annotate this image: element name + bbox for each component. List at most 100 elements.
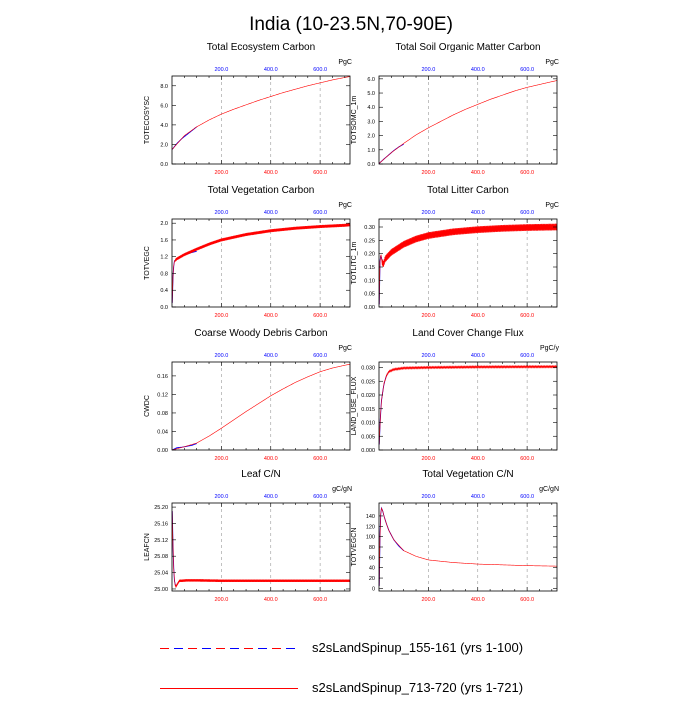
series-line-run2 [172, 364, 351, 451]
x-tick-label-top: 600.0 [520, 353, 534, 359]
y-tick-label: 0.15 [364, 265, 375, 271]
y-tick-label: 1.2 [160, 255, 168, 261]
series-line-run1 [171, 511, 197, 588]
y-tick-label: 0.015 [361, 407, 375, 413]
y-tick-label: 3.0 [367, 119, 375, 125]
panel-title: Leaf C/N [241, 469, 280, 480]
series-line-run2 [378, 223, 558, 305]
y-tick-label: 0.05 [364, 292, 375, 298]
y-tick-label: 0.025 [361, 379, 375, 385]
y-tick-label: 120 [366, 524, 375, 530]
x-tick-label-top: 400.0 [471, 353, 485, 359]
panel-5: Coarse Woody Debris Carbon PgC 200.0 200.0 4… [144, 328, 352, 462]
x-tick-label-top: 400.0 [264, 494, 278, 500]
y-tick-label: 0.00 [157, 448, 168, 454]
y-axis-label: CWDC [144, 395, 151, 417]
x-tick-label-top: 600.0 [313, 210, 327, 216]
y-tick-label: 0.0 [160, 162, 168, 168]
x-tick-label-bottom: 400.0 [264, 170, 278, 176]
y-tick-label: 6.0 [160, 103, 168, 109]
series-line-run2 [378, 507, 558, 586]
x-tick-label-top: 600.0 [313, 67, 327, 73]
y-tick-label: 0.20 [364, 252, 375, 258]
x-tick-label-top: 600.0 [520, 494, 534, 500]
legend-line-solid [160, 688, 298, 689]
plot-frame [171, 361, 351, 451]
series-line-run1 [171, 126, 197, 150]
legend-label: s2sLandSpinup_713-720 (yrs 1-721) [312, 680, 524, 695]
figure-canvas: India (10-23.5N,70-90E) Total Ecosystem … [144, 14, 559, 603]
x-tick-label-top: 200.0 [421, 494, 435, 500]
y-tick-label: 25.16 [154, 521, 168, 527]
x-tick-label-top: 200.0 [214, 353, 228, 359]
panels: Total Ecosystem CarbonPgC200.0200.0400.0… [144, 42, 559, 603]
units-label: PgC [545, 59, 559, 66]
y-tick-label: 0.16 [157, 374, 168, 380]
x-tick-label-top: 400.0 [264, 67, 278, 73]
y-tick-label: 25.20 [154, 505, 168, 511]
x-tick-label-top: 200.0 [214, 67, 228, 73]
y-tick-label: 0 [372, 586, 375, 592]
y-tick-label: 140 [366, 514, 375, 520]
y-tick-label: 0.010 [361, 421, 375, 427]
y-tick-label: 0.000 [361, 448, 375, 454]
x-tick-label-bottom: 600.0 [520, 170, 534, 176]
legend: s2sLandSpinup_155-161 (yrs 1-100) s2sLan… [160, 636, 680, 716]
units-label: PgC [338, 202, 352, 209]
panel-8: Total Vegetation C/N gC/gN 200.0 200.0 400.0… [351, 469, 559, 603]
y-axis-label: TOTVEGCN [351, 528, 358, 567]
panel-7: Leaf C/N gC/gN 200.0 200.0 400.0 400.0 600.0 60… [144, 469, 352, 603]
x-tick-label-top: 400.0 [471, 494, 485, 500]
y-tick-label: 2.0 [160, 142, 168, 148]
y-tick-label: 0.0 [367, 162, 375, 168]
units-label: gC/gN [332, 486, 352, 493]
panel-title: Coarse Woody Debris Carbon [194, 328, 327, 339]
plot-frame [378, 361, 558, 451]
legend-entry-1: s2sLandSpinup_155-161 (yrs 1-100) [160, 636, 680, 676]
figure-title: India (10-23.5N,70-90E) [249, 14, 453, 35]
x-tick-label-bottom: 400.0 [471, 170, 485, 176]
y-tick-label: 2.0 [367, 134, 375, 140]
y-tick-label: 1.0 [367, 148, 375, 154]
x-tick-label-top: 200.0 [214, 210, 228, 216]
series-line-run2 [172, 76, 351, 150]
y-tick-label: 0.020 [361, 393, 375, 399]
x-tick-label-bottom: 600.0 [313, 456, 327, 462]
panel-4: Total Litter Carbon PgC 200.0 200.0 400.0 400… [351, 185, 559, 319]
x-tick-label-top: 400.0 [264, 210, 278, 216]
y-tick-label: 25.12 [154, 538, 168, 544]
x-tick-label-bottom: 200.0 [214, 456, 228, 462]
panel-title: Total Vegetation C/N [422, 469, 513, 480]
y-axis-label: LEAFCN [144, 533, 151, 561]
x-tick-label-bottom: 200.0 [421, 313, 435, 319]
x-tick-label-bottom: 200.0 [214, 170, 228, 176]
y-tick-label: 0.04 [157, 429, 168, 435]
y-axis-label: TOTECOSYSC [144, 96, 151, 144]
y-tick-label: 5.0 [367, 91, 375, 97]
y-axis-label: LAND_USE_FLUX [351, 376, 358, 435]
panel-title: Total Vegetation Carbon [208, 185, 315, 196]
plot-frame [378, 218, 558, 308]
y-tick-label: 60 [369, 555, 375, 561]
x-tick-label-bottom: 600.0 [520, 456, 534, 462]
x-tick-label-bottom: 600.0 [313, 597, 327, 603]
y-tick-label: 25.08 [154, 554, 168, 560]
x-tick-label-bottom: 200.0 [214, 597, 228, 603]
y-tick-label: 2.0 [160, 221, 168, 227]
x-tick-label-bottom: 600.0 [313, 170, 327, 176]
y-tick-label: 4.0 [367, 105, 375, 111]
y-tick-label: 25.04 [154, 571, 168, 577]
plot-frame [171, 218, 351, 308]
panel-title: Total Soil Organic Matter Carbon [395, 42, 540, 53]
panel-title: Land Cover Change Flux [412, 328, 523, 339]
y-tick-label: 0.005 [361, 434, 375, 440]
panel-2: Total Soil Organic Matter Carbon PgC 200.0… [351, 42, 559, 176]
y-tick-label: 8.0 [160, 84, 168, 90]
x-tick-label-bottom: 200.0 [421, 597, 435, 603]
y-tick-label: 0.4 [160, 288, 168, 294]
y-tick-label: 0.00 [364, 305, 375, 311]
x-tick-label-top: 200.0 [421, 210, 435, 216]
series-line-run2 [171, 223, 351, 303]
panel-6: Land Cover Change Flux PgC/y 200.0 200.0 400… [351, 328, 559, 462]
x-tick-label-bottom: 600.0 [520, 597, 534, 603]
